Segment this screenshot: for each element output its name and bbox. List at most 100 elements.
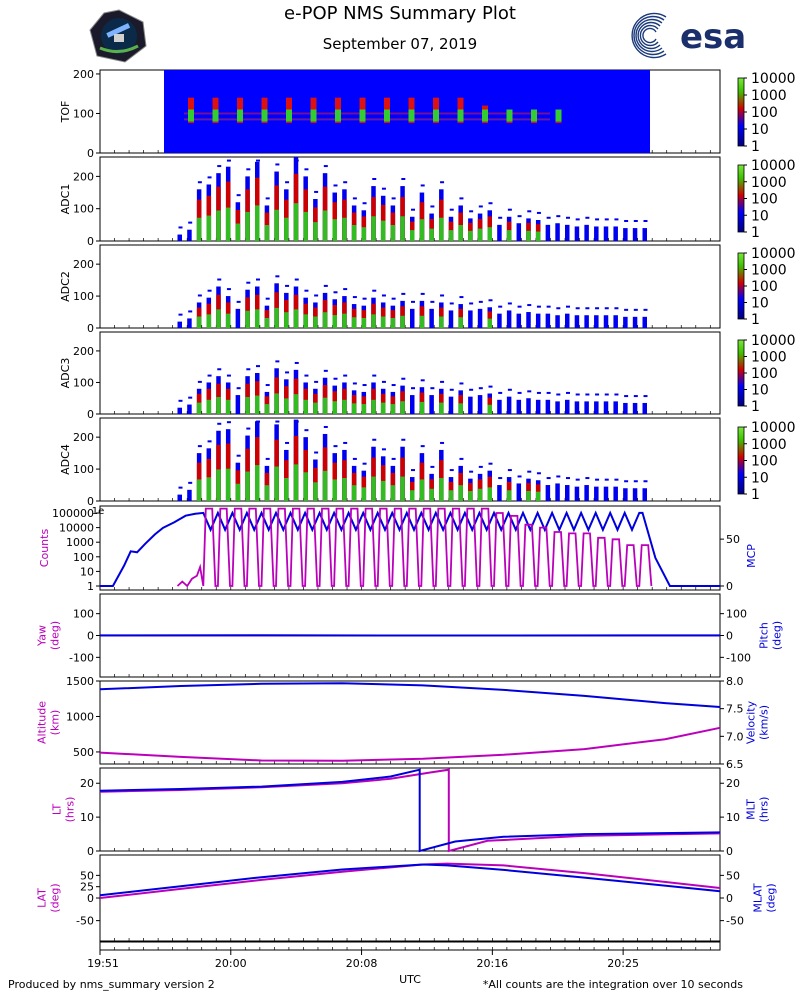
adc4-scatter-dash — [333, 445, 338, 448]
adc1-scatter-dash — [411, 208, 415, 211]
adc4-column — [603, 486, 609, 501]
adc4-column-core — [293, 464, 299, 501]
adc2-column-core — [196, 316, 202, 328]
adc3-scatter-dash — [459, 382, 464, 385]
altitude-y-tick-label: 500 — [73, 746, 94, 759]
adc2-column-core — [487, 318, 492, 328]
tof-burst-core — [457, 109, 464, 122]
lat-ylabel-line: LAT — [36, 888, 49, 908]
adc2-scatter-dash — [362, 297, 367, 300]
adc1-column — [497, 224, 502, 241]
adc1-column-core — [371, 216, 376, 241]
adc1-scatter-dash — [343, 181, 348, 184]
counts-exponent-label: 1e — [92, 506, 105, 517]
adc1-scatter-dash — [624, 220, 629, 222]
tof-burst-core — [433, 109, 439, 122]
adc3-column — [410, 395, 415, 414]
adc4-scatter-dash — [207, 440, 212, 443]
lt-y-tick-label: 20 — [80, 777, 94, 790]
lat-y-tick-label: 0 — [87, 892, 94, 905]
counts-ylabel-line: Counts — [38, 529, 51, 568]
pitch-ylabel-line: Pitch — [758, 622, 771, 649]
mlt-y-tick-label: 10 — [726, 811, 740, 824]
adc2-scatter-dash — [236, 300, 241, 303]
adc2-scatter-dash — [372, 289, 377, 292]
adc3-scatter-dash — [624, 395, 629, 398]
altitude-ylabel-line: (km) — [49, 710, 62, 736]
adc3-scatter-dash — [343, 374, 348, 377]
adc1-column-core — [293, 203, 299, 241]
adc2-scatter-dash — [624, 308, 629, 311]
adc2-column-core — [245, 310, 250, 328]
adc2-column — [574, 315, 580, 328]
adc1-scatter-dash — [256, 159, 260, 162]
lat-y-tick-label: 50 — [80, 869, 94, 882]
adc3-column-core — [196, 402, 202, 414]
adc2-scatter-dash — [381, 294, 386, 297]
adc2-scatter-dash — [197, 294, 202, 297]
adc2-scatter-dash — [294, 278, 299, 281]
tof-ylabel-line: TOF — [59, 101, 72, 124]
adc3-y-tick-label: 100 — [73, 376, 94, 389]
adc4-scatter-dash — [614, 478, 619, 481]
adc2-ylabel: ADC2 — [59, 271, 72, 302]
adc4-scatter-dash — [411, 469, 415, 472]
adc1-scatter-dash — [294, 159, 299, 162]
adc4-column — [555, 483, 560, 501]
mlt-y-tick-label: 0 — [726, 845, 733, 858]
adc3-scatter-dash — [265, 384, 270, 387]
adc2-column — [584, 315, 589, 328]
adc4-scatter-dash — [391, 457, 396, 460]
tof-burst-core — [286, 109, 292, 122]
adc1-scatter-dash — [507, 208, 512, 211]
tof-colorbar-label: 1 — [751, 139, 760, 155]
adc1-scatter-dash — [197, 181, 202, 184]
adc4-scatter-dash — [323, 425, 328, 428]
counts-y-tick-label: 10000 — [59, 522, 94, 535]
tof-mass-line — [184, 118, 550, 121]
adc4-scatter-dash — [536, 472, 541, 475]
adc1-column-core — [284, 217, 289, 241]
adc1-scatter-dash — [420, 184, 425, 187]
adc1-scatter-dash — [604, 218, 609, 221]
adc1-scatter-dash — [459, 197, 464, 200]
adc1-column — [623, 228, 628, 241]
adc3-colorbar-label: 1000 — [751, 350, 787, 366]
adc3-colorbar — [737, 339, 745, 407]
adc4-column-core — [477, 488, 483, 501]
adc3-column-core — [342, 399, 347, 414]
adc2-colorbar-label: 1 — [751, 312, 760, 328]
adc4-scatter-dash — [498, 477, 503, 480]
mcp-ylabel: MCP — [745, 544, 758, 568]
adc3-column-core — [264, 404, 270, 414]
adc1-column-core — [477, 228, 483, 241]
adc1-column-core — [400, 216, 405, 241]
adc2-column — [429, 308, 434, 328]
mlat-ylabel: MLAT (deg) — [752, 883, 778, 913]
adc3-colorbar-label: 10 — [751, 383, 769, 399]
adc2-scatter-dash — [217, 278, 222, 281]
adc4-column-core — [225, 468, 231, 501]
adc1-column — [187, 229, 192, 241]
adc3-column — [448, 396, 454, 414]
adc1-y-tick-label: 200 — [73, 170, 94, 183]
adc3-scatter-dash — [546, 391, 551, 394]
adc2-column-core — [313, 316, 318, 328]
yaw-ylabel-line: Yaw — [36, 625, 49, 647]
adc3-column — [603, 401, 609, 414]
velocity-y-tick-label: 7.5 — [726, 703, 744, 716]
velocity-ylabel-line: (km/s) — [758, 705, 771, 740]
adc2-scatter-dash — [595, 307, 600, 310]
adc4-scatter-dash — [527, 470, 532, 473]
adc4-scatter-dash — [246, 427, 251, 430]
adc4-column — [516, 483, 522, 501]
mlt-ylabel-line: MLT — [745, 799, 758, 820]
adc4-column — [545, 485, 551, 501]
adc2-ylabel-line: ADC2 — [59, 271, 72, 302]
adc3-scatter-dash — [275, 360, 280, 363]
adc3-column — [623, 402, 628, 414]
adc4-scatter-dash — [401, 438, 406, 441]
altitude-y-tick-label: 1000 — [66, 710, 94, 723]
adc2-scatter-dash — [256, 278, 260, 281]
adc1-column-core — [332, 219, 337, 241]
